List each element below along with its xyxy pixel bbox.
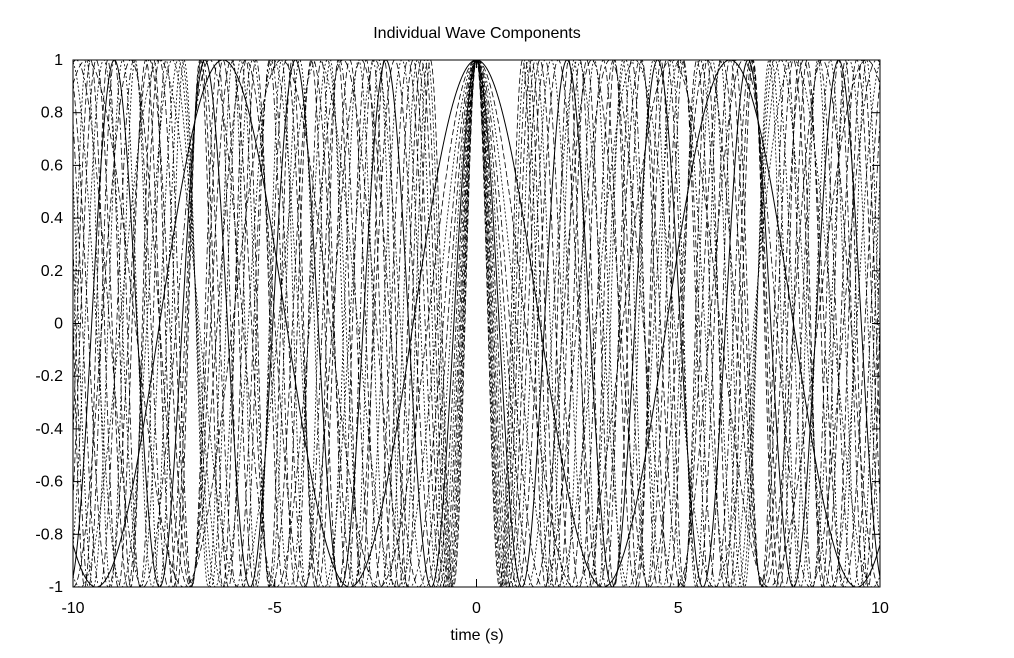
y-tick-label: -0.2	[35, 368, 63, 385]
y-tick-label: 0.8	[41, 105, 63, 122]
series-line-6	[73, 60, 880, 587]
series-layer	[73, 60, 880, 587]
x-axis-label: time (s)	[450, 627, 503, 644]
series-line-2	[73, 60, 880, 587]
ticks-layer: -10 -5 0 5 10 -1 -0.8 -0.6 -0.4 -0.2 0 0.2 0.4 0.6 0.8…	[35, 52, 889, 617]
x-tick-label: 10	[871, 600, 889, 617]
y-tick-label: -0.8	[35, 526, 63, 543]
series-line-16	[73, 60, 880, 587]
x-tick-label: 5	[674, 600, 683, 617]
series-line-5	[73, 60, 880, 587]
y-tick-label: 0	[54, 316, 63, 333]
y-tick-label: -0.4	[35, 421, 63, 438]
y-tick-label: -0.6	[35, 474, 63, 491]
series-line-13	[73, 60, 880, 587]
series-line-1	[73, 60, 880, 587]
series-line-15	[73, 60, 880, 587]
y-tick-label: -1	[49, 579, 63, 596]
y-tick-label: 0.4	[41, 210, 63, 227]
series-line-12	[73, 60, 880, 587]
chart-title: Individual Wave Components	[373, 25, 581, 42]
y-tick-label: 1	[54, 52, 63, 69]
x-tick-label: 0	[472, 600, 481, 617]
x-tick-label: -5	[268, 600, 282, 617]
series-line-4	[73, 60, 880, 587]
series-line-7	[73, 60, 880, 587]
series-line-3	[73, 60, 880, 587]
x-tick-label: -10	[61, 600, 84, 617]
y-tick-label: 0.6	[41, 157, 63, 174]
series-line-11	[73, 60, 880, 587]
series-line-8	[73, 60, 880, 587]
y-tick-label: 0.2	[41, 263, 63, 280]
